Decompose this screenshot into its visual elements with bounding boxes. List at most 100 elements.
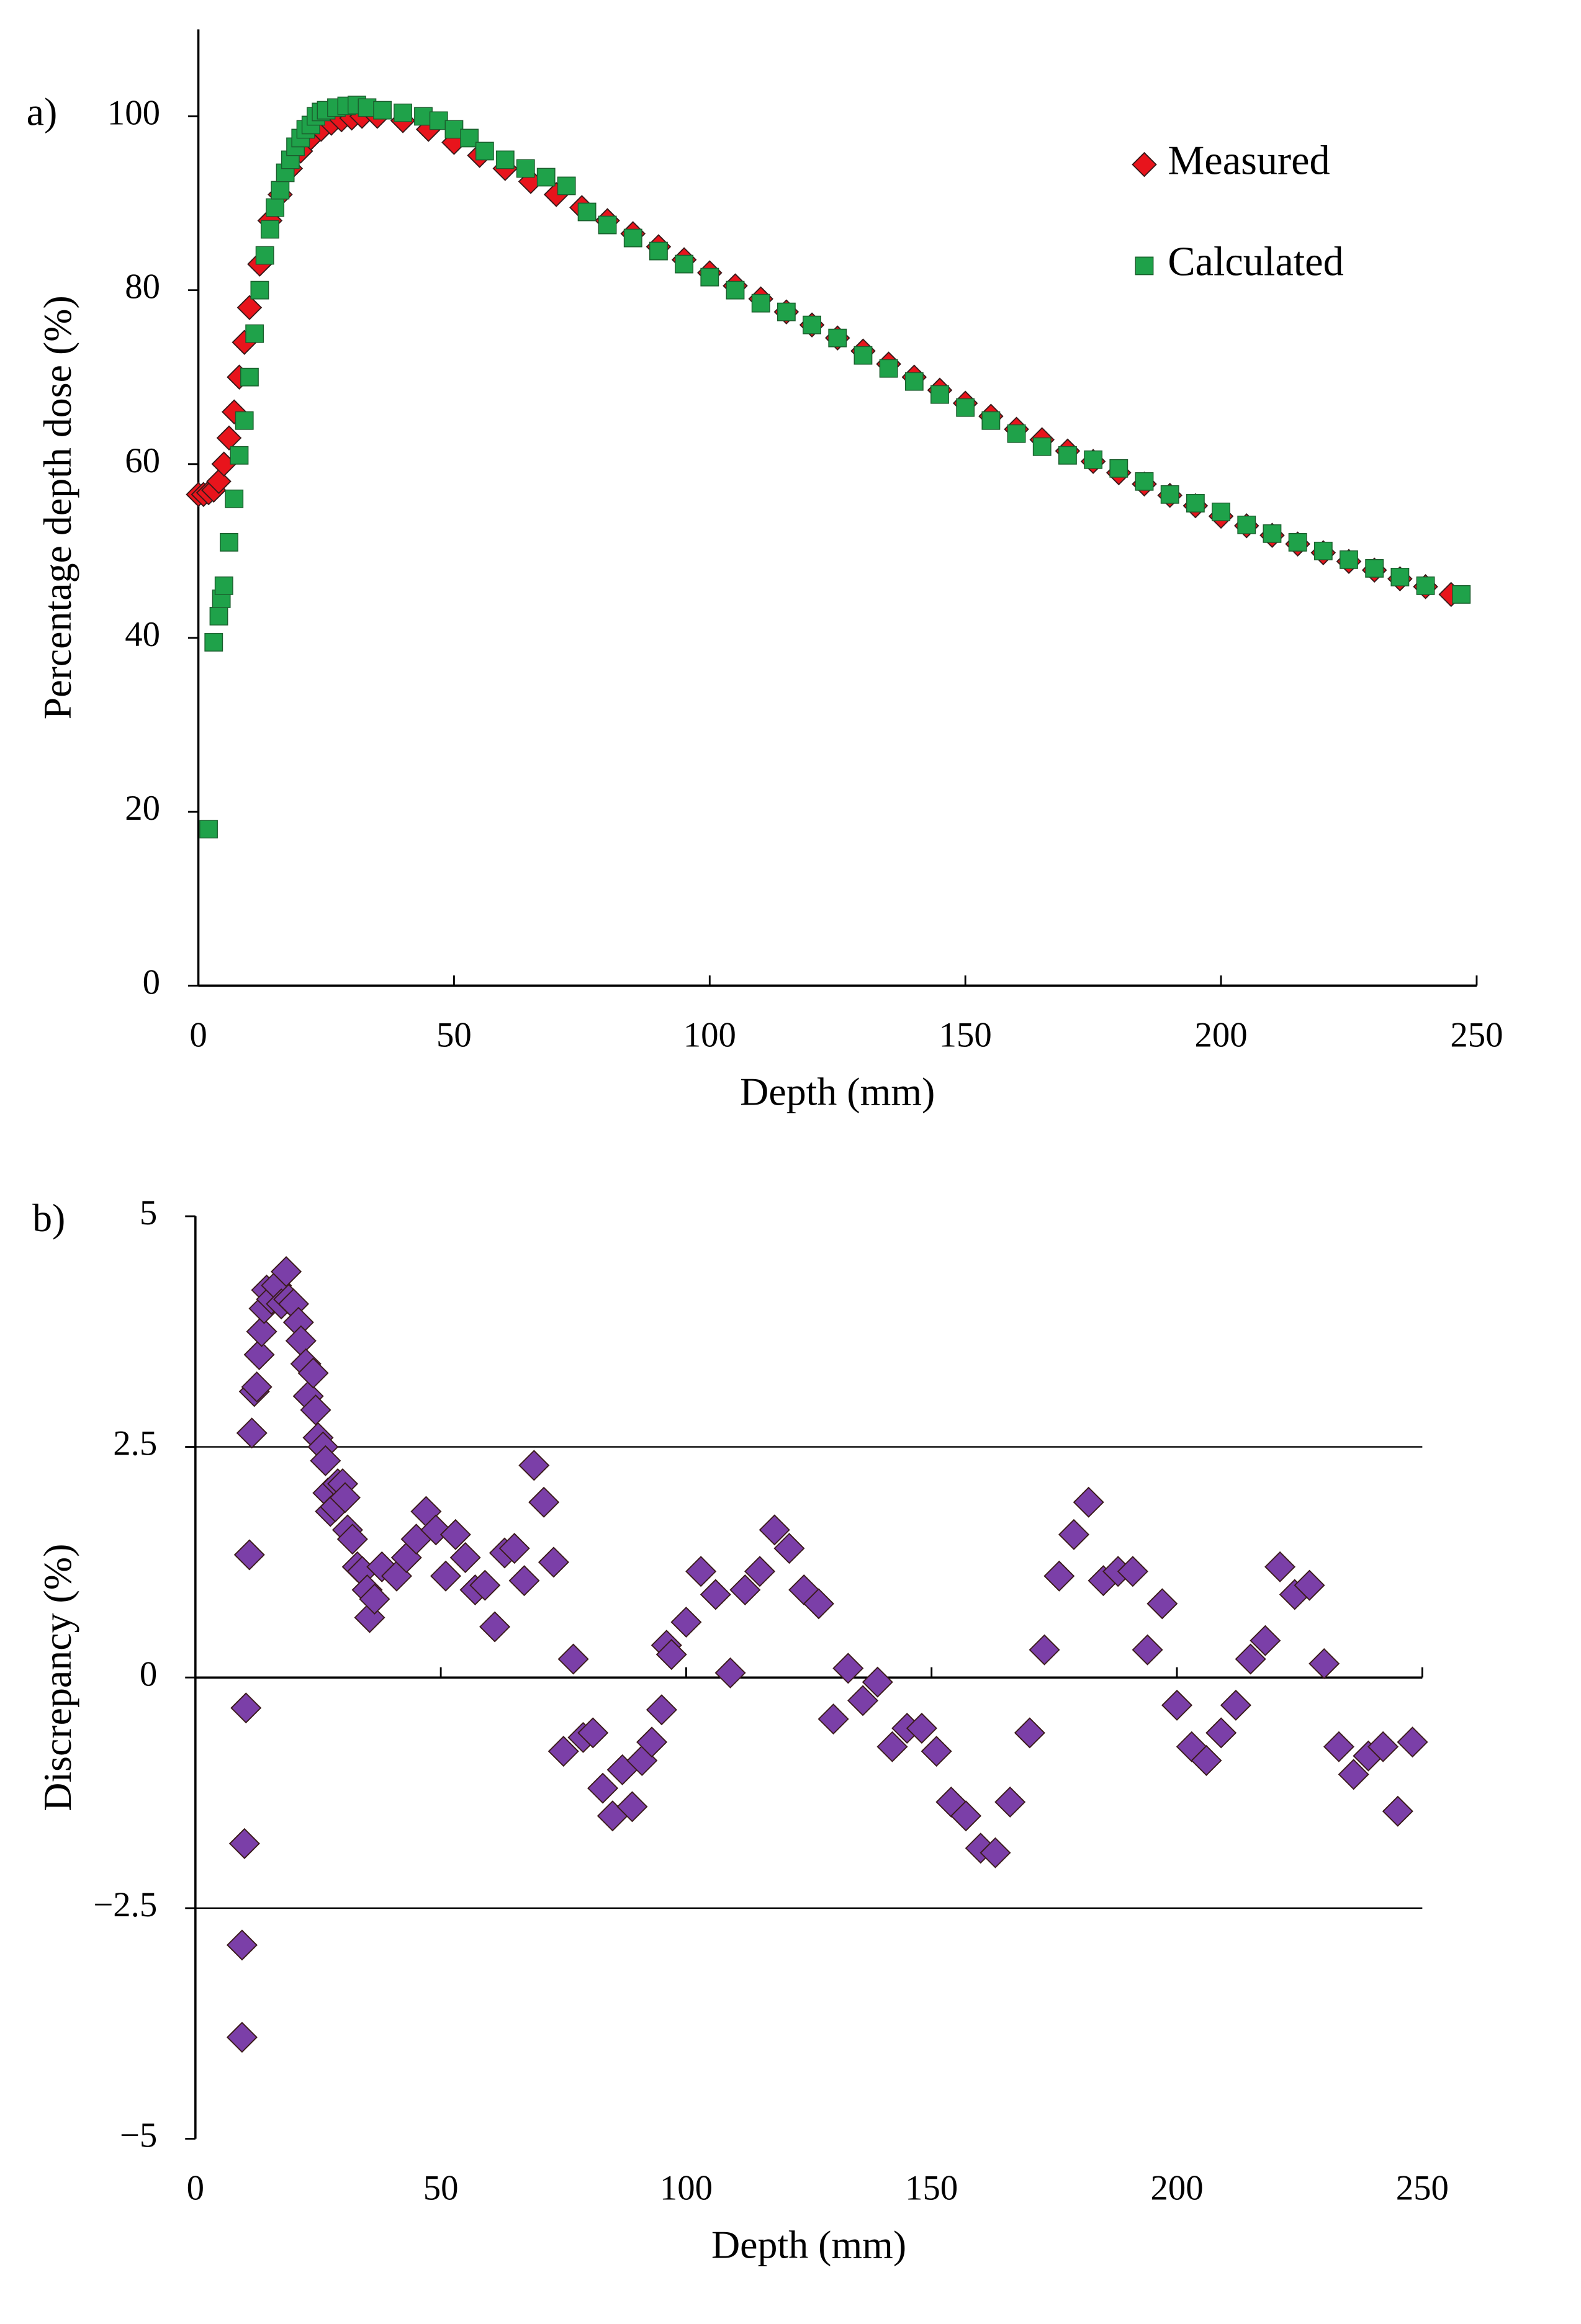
data-point [245,324,264,343]
data-point [236,295,263,320]
data-point [726,280,745,300]
data-point [226,2021,258,2053]
data-point [1186,493,1205,513]
data-point [359,1583,390,1615]
data-point [508,1565,540,1597]
data-point [1058,1519,1090,1550]
data-point [729,1574,761,1606]
data-point [1365,559,1384,578]
x-tick-label: 100 [683,1016,736,1055]
data-point [1237,515,1256,534]
x-axis-title: Depth (mm) [740,1070,935,1114]
data-point [336,1523,368,1555]
data-point [429,111,448,130]
data-point [220,532,238,552]
data-point [516,159,535,178]
data-point [1263,524,1282,543]
data-point [1340,550,1358,569]
data-point [250,280,269,300]
data-point [209,607,228,626]
data-point [444,120,464,139]
data-point [803,315,821,334]
data-point [557,1643,589,1675]
data-point [1250,1625,1281,1656]
data-point [243,1339,275,1370]
data-point [981,411,1001,430]
data-point [1161,1689,1193,1721]
data-point [235,411,254,430]
data-point [828,328,847,348]
data-point [1220,1689,1251,1721]
data-point [1117,1556,1148,1587]
data-point [430,1560,462,1592]
data-point [847,1685,879,1716]
data-point [616,1791,648,1823]
data-point [538,1546,569,1578]
y-axis-title: Discrepancy (%) [35,1544,79,1811]
data-point [994,1786,1026,1818]
data-point [1073,1486,1104,1518]
data-point [528,1486,560,1518]
data-point [1043,1560,1075,1592]
data-point [577,202,597,222]
data-point [216,425,242,451]
data-point [670,1607,702,1638]
data-point [818,1703,849,1735]
data-point [700,267,719,287]
data-point [495,150,515,169]
data-point [233,1539,265,1571]
data-point [228,1828,260,1859]
data-point [921,1736,952,1767]
data-point [236,1417,268,1449]
data-point [623,228,642,248]
data-point [577,1717,609,1749]
data-point [1032,437,1052,456]
data-point [930,385,949,404]
data-point [980,1837,1011,1869]
x-tick-label: 0 [189,1016,207,1055]
data-point [1084,450,1103,469]
y-tick-label: 5 [140,1193,157,1232]
data-point [906,1712,937,1744]
x-tick-label: 200 [1150,2169,1203,2208]
y-tick-label: 0 [143,962,160,1002]
data-point [1132,1634,1163,1666]
data-point [1058,446,1077,465]
data-point [956,398,975,417]
data-point [1146,1588,1178,1620]
data-point [1014,1717,1045,1749]
data-point [214,577,233,595]
data-point [449,1541,481,1573]
data-point [557,176,576,195]
data-point [260,220,279,239]
data-point [1235,1643,1266,1675]
x-tick-label: 50 [436,1016,472,1055]
y-tick-label: −5 [120,2116,157,2155]
data-point [744,1556,776,1587]
data-point [649,241,668,261]
data-point [240,367,259,387]
data-point [1160,485,1179,504]
panel-label: b) [32,1196,65,1240]
data-point [469,1569,501,1601]
data-point [773,1533,805,1564]
data-point [547,1736,579,1767]
data-point [759,1514,790,1546]
y-tick-label: −2.5 [93,1885,157,1924]
data-point [777,302,796,321]
data-point [751,294,770,313]
data-point [1191,1745,1222,1777]
data-point [536,168,556,187]
data-point [297,1357,329,1389]
data-point [255,246,274,265]
data-point [685,1556,717,1587]
data-point [460,128,479,148]
y-tick-label: 0 [140,1654,157,1694]
data-point [241,1371,273,1402]
x-tick-label: 250 [1450,1016,1503,1055]
data-point [230,446,249,465]
legend-marker [1135,256,1154,276]
data-point [329,1482,361,1514]
